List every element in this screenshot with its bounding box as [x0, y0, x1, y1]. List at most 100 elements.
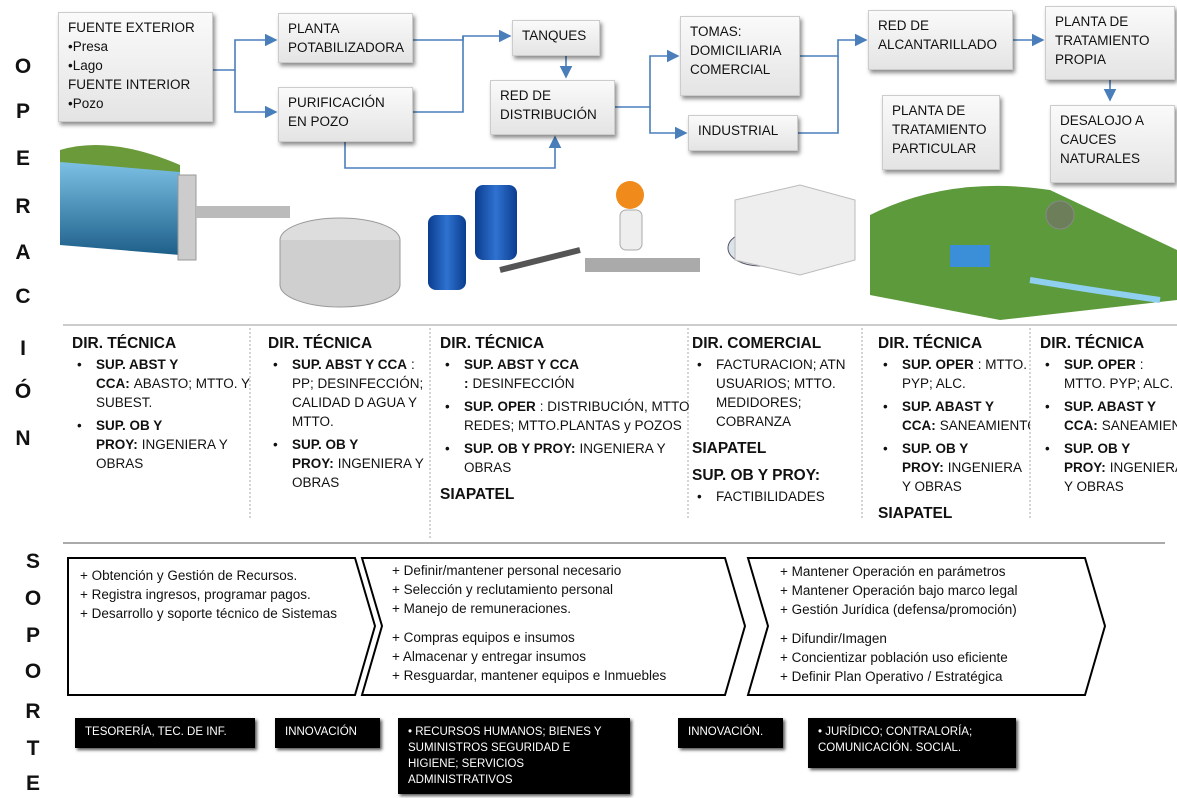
node-text: POTABILIZADORA — [288, 38, 403, 57]
process-line: + Mantener Operación en parámetros — [780, 562, 1080, 581]
unit-label: • JURÍDICO; CONTRALORÍA; COMUNICACIÓN. S… — [808, 718, 1016, 768]
node-text: FUENTE INTERIOR — [68, 75, 203, 94]
process-line: + Definir/mantener personal necesario — [392, 561, 722, 580]
side-letter: P — [8, 100, 38, 124]
page: OPERACIÓNSOPORTEFUENTE EXTERIOR•Presa•La… — [0, 0, 1177, 798]
side-letter: I — [8, 337, 38, 361]
node-text: •Lago — [68, 56, 203, 75]
list-item: SUP. ABAST Y CCA:SANEAMIENTO — [1040, 397, 1177, 435]
section-heading: DIR. COMERCIAL — [692, 334, 860, 353]
item-text: DESINFECCIÓN — [473, 376, 575, 391]
item-label: SUP. OPER — [464, 399, 536, 414]
process-line: + Definir Plan Operativo / Estratégica — [780, 667, 1080, 686]
responsibility-column: DIR. TÉCNICA SUP. ABST Y CCA :DESINFECCIÓ… — [440, 330, 690, 545]
node-text: CAUCES — [1060, 130, 1165, 149]
node-text: PLANTA DE — [892, 101, 990, 120]
side-letter: R — [18, 700, 48, 724]
side-letter: Ó — [8, 380, 38, 404]
process-text: + Definir/mantener personal necesario+ S… — [392, 561, 722, 685]
node-text: RED DE — [500, 86, 605, 105]
item-label: SUP. ABST Y CCA — [292, 357, 407, 372]
node-text: TOMAS: — [690, 22, 790, 41]
list-item: FACTURACION; ATN USUARIOS; MTTO. MEDIDOR… — [692, 355, 860, 431]
section-heading: SIAPATEL — [440, 485, 690, 504]
node-text: COMERCIAL — [690, 60, 790, 79]
list-item: SUP. OB Y PROY:INGENIERA Y OBRAS — [440, 439, 690, 477]
responsibility-column: DIR. TÉCNICASUP. OPER: MTTO. PYP; ALC.SU… — [878, 330, 1030, 545]
side-letter: N — [8, 427, 38, 451]
section-heading: DIR. TÉCNICA — [268, 334, 433, 353]
item-label: SUP. OPER — [902, 357, 974, 372]
list-item: SUP. ABAST Y CCA:SANEAMIENTO — [878, 397, 1030, 435]
responsibility-column: DIR. TÉCNICASUP. OPER: MTTO. PYP; ALC.SU… — [1040, 330, 1177, 545]
side-letter: R — [8, 195, 38, 219]
list-item: SUP. OB Y PROY:INGENIERA Y OBRAS — [72, 416, 250, 473]
node-text: PURIFICACIÓN — [288, 93, 403, 112]
list-item: SUP. OPER: MTTO. PYP; ALC. — [1040, 355, 1177, 393]
list-item: SUP. OB Y PROY:INGENIERA Y OBRAS — [878, 439, 1030, 496]
process-text: + Obtención y Gestión de Recursos.+ Regi… — [80, 566, 348, 623]
process-line: + Difundir/Imagen — [780, 629, 1080, 648]
node-text: TRATAMIENTO — [1055, 31, 1165, 50]
node-text: FUENTE EXTERIOR — [68, 18, 203, 37]
responsibility-column: DIR. COMERCIAL FACTURACION; ATN USUARIOS;… — [692, 330, 860, 545]
node-text: •Presa — [68, 37, 203, 56]
process-line: + Gestión Jurídica (defensa/promoción) — [780, 600, 1080, 619]
unit-label: TESORERÍA, TEC. DE INF. — [75, 718, 255, 748]
node-text: TANQUES — [522, 26, 590, 45]
process-line: + Resguardar, mantener equipos e Inmuebl… — [392, 666, 722, 685]
side-letter: O — [8, 55, 38, 79]
responsibility-column: DIR. TÉCNICASUP. ABST Y CCA: PP; DESINFE… — [268, 330, 433, 545]
list-item: SUP. ABST Y CCA :DESINFECCIÓN — [440, 355, 690, 393]
side-letter: O — [18, 660, 48, 684]
item-label: SUP. OPER — [1064, 357, 1136, 372]
section-heading: DIR. TÉCNICA — [440, 334, 690, 353]
process-line: + Compras equipos e insumos — [392, 628, 722, 647]
illustrations — [60, 145, 1177, 320]
node-text: NATURALES — [1060, 149, 1165, 168]
section-heading: DIR. TÉCNICA — [878, 334, 1030, 353]
node-text: •Pozo — [68, 94, 203, 113]
node-text: EN POZO — [288, 112, 403, 131]
section-heading: SIAPATEL — [878, 504, 1030, 523]
side-letter: P — [18, 624, 48, 648]
side-letter: C — [8, 285, 38, 309]
section-heading: DIR. TÉCNICA — [1040, 334, 1177, 353]
unit-label: INNOVACIÓN. — [678, 718, 783, 748]
side-letter: A — [8, 241, 38, 265]
process-line: + Obtención y Gestión de Recursos. — [80, 566, 348, 585]
side-letter: E — [18, 772, 48, 796]
side-letter: S — [18, 550, 48, 574]
item-text: FACTURACION; ATN USUARIOS; MTTO. MEDIDOR… — [716, 357, 846, 429]
node-text: PLANTA — [288, 19, 403, 38]
list-item: SUP. OB Y PROY:INGENIERA Y OBRAS — [268, 435, 433, 492]
process-line: + Mantener Operación bajo marco legal — [780, 581, 1080, 600]
process-line: + Selección y reclutamiento personal — [392, 580, 722, 599]
flow-node: FUENTE EXTERIOR•Presa•LagoFUENTE INTERIO… — [58, 12, 213, 122]
node-text: TRATAMIENTO — [892, 120, 990, 139]
section-heading: DIR. TÉCNICA — [72, 334, 250, 353]
node-text: DESALOJO A — [1060, 111, 1165, 130]
node-text: ALCANTARILLADO — [878, 35, 1003, 54]
process-line: + Concientizar población uso eficiente — [780, 648, 1080, 667]
unit-label: • RECURSOS HUMANOS; BIENES Y SUMINISTROS… — [398, 718, 630, 794]
item-text: FACTIBILIDADES — [716, 489, 825, 504]
node-text: PARTICULAR — [892, 139, 990, 158]
flow-node: INDUSTRIAL — [688, 115, 798, 151]
list-item: SUP. OPER: DISTRIBUCIÓN, MTTO REDES; MTT… — [440, 397, 690, 435]
flow-node: TANQUES — [512, 20, 600, 56]
item-text: SANEAMIENTO — [1102, 418, 1177, 433]
unit-label: INNOVACIÓN — [275, 718, 380, 748]
node-text: DOMICILIARIA — [690, 41, 790, 60]
list-item: SUP. OB Y PROY:INGENIERA Y OBRAS — [1040, 439, 1177, 496]
process-line: + Almacenar y entregar insumos — [392, 647, 722, 666]
side-letter: E — [8, 147, 38, 171]
side-letter: T — [18, 737, 48, 761]
